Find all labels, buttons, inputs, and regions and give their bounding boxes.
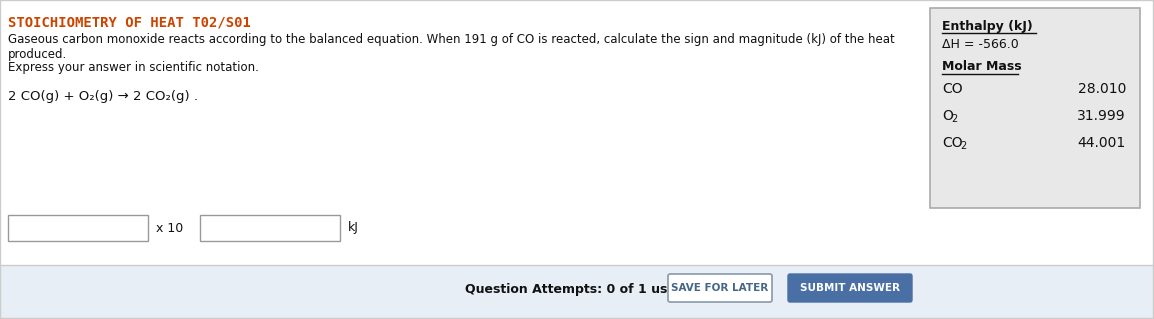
Text: 28.010: 28.010 bbox=[1078, 82, 1126, 96]
Text: kJ: kJ bbox=[349, 221, 359, 234]
FancyBboxPatch shape bbox=[0, 0, 1154, 265]
FancyBboxPatch shape bbox=[788, 274, 912, 302]
Text: CO: CO bbox=[942, 82, 962, 96]
Text: SUBMIT ANSWER: SUBMIT ANSWER bbox=[800, 283, 900, 293]
Text: produced.: produced. bbox=[8, 48, 67, 61]
Text: 2 CO(g) + O₂(g) → 2 CO₂(g) .: 2 CO(g) + O₂(g) → 2 CO₂(g) . bbox=[8, 90, 198, 103]
Text: 31.999: 31.999 bbox=[1078, 109, 1126, 123]
Text: Molar Mass: Molar Mass bbox=[942, 60, 1021, 73]
Text: 2: 2 bbox=[960, 141, 966, 151]
FancyBboxPatch shape bbox=[8, 215, 148, 241]
FancyBboxPatch shape bbox=[0, 265, 1154, 319]
Text: SAVE FOR LATER: SAVE FOR LATER bbox=[672, 283, 769, 293]
Text: x 10: x 10 bbox=[156, 221, 183, 234]
Text: 2: 2 bbox=[951, 114, 958, 124]
Text: Gaseous carbon monoxide reacts according to the balanced equation. When 191 g of: Gaseous carbon monoxide reacts according… bbox=[8, 33, 894, 46]
Text: STOICHIOMETRY OF HEAT T02/S01: STOICHIOMETRY OF HEAT T02/S01 bbox=[8, 15, 250, 29]
Text: Question Attempts: 0 of 1 used: Question Attempts: 0 of 1 used bbox=[465, 283, 684, 295]
Text: Enthalpy (kJ): Enthalpy (kJ) bbox=[942, 20, 1033, 33]
FancyBboxPatch shape bbox=[930, 8, 1140, 208]
Text: O: O bbox=[942, 109, 953, 123]
FancyBboxPatch shape bbox=[200, 215, 340, 241]
Text: 44.001: 44.001 bbox=[1078, 136, 1126, 150]
Text: ΔH = -566.0: ΔH = -566.0 bbox=[942, 38, 1019, 51]
Text: CO: CO bbox=[942, 136, 962, 150]
Text: Express your answer in scientific notation.: Express your answer in scientific notati… bbox=[8, 61, 258, 74]
FancyBboxPatch shape bbox=[668, 274, 772, 302]
